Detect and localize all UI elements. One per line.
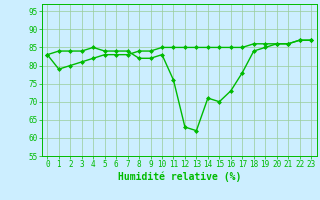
X-axis label: Humidité relative (%): Humidité relative (%)	[117, 172, 241, 182]
